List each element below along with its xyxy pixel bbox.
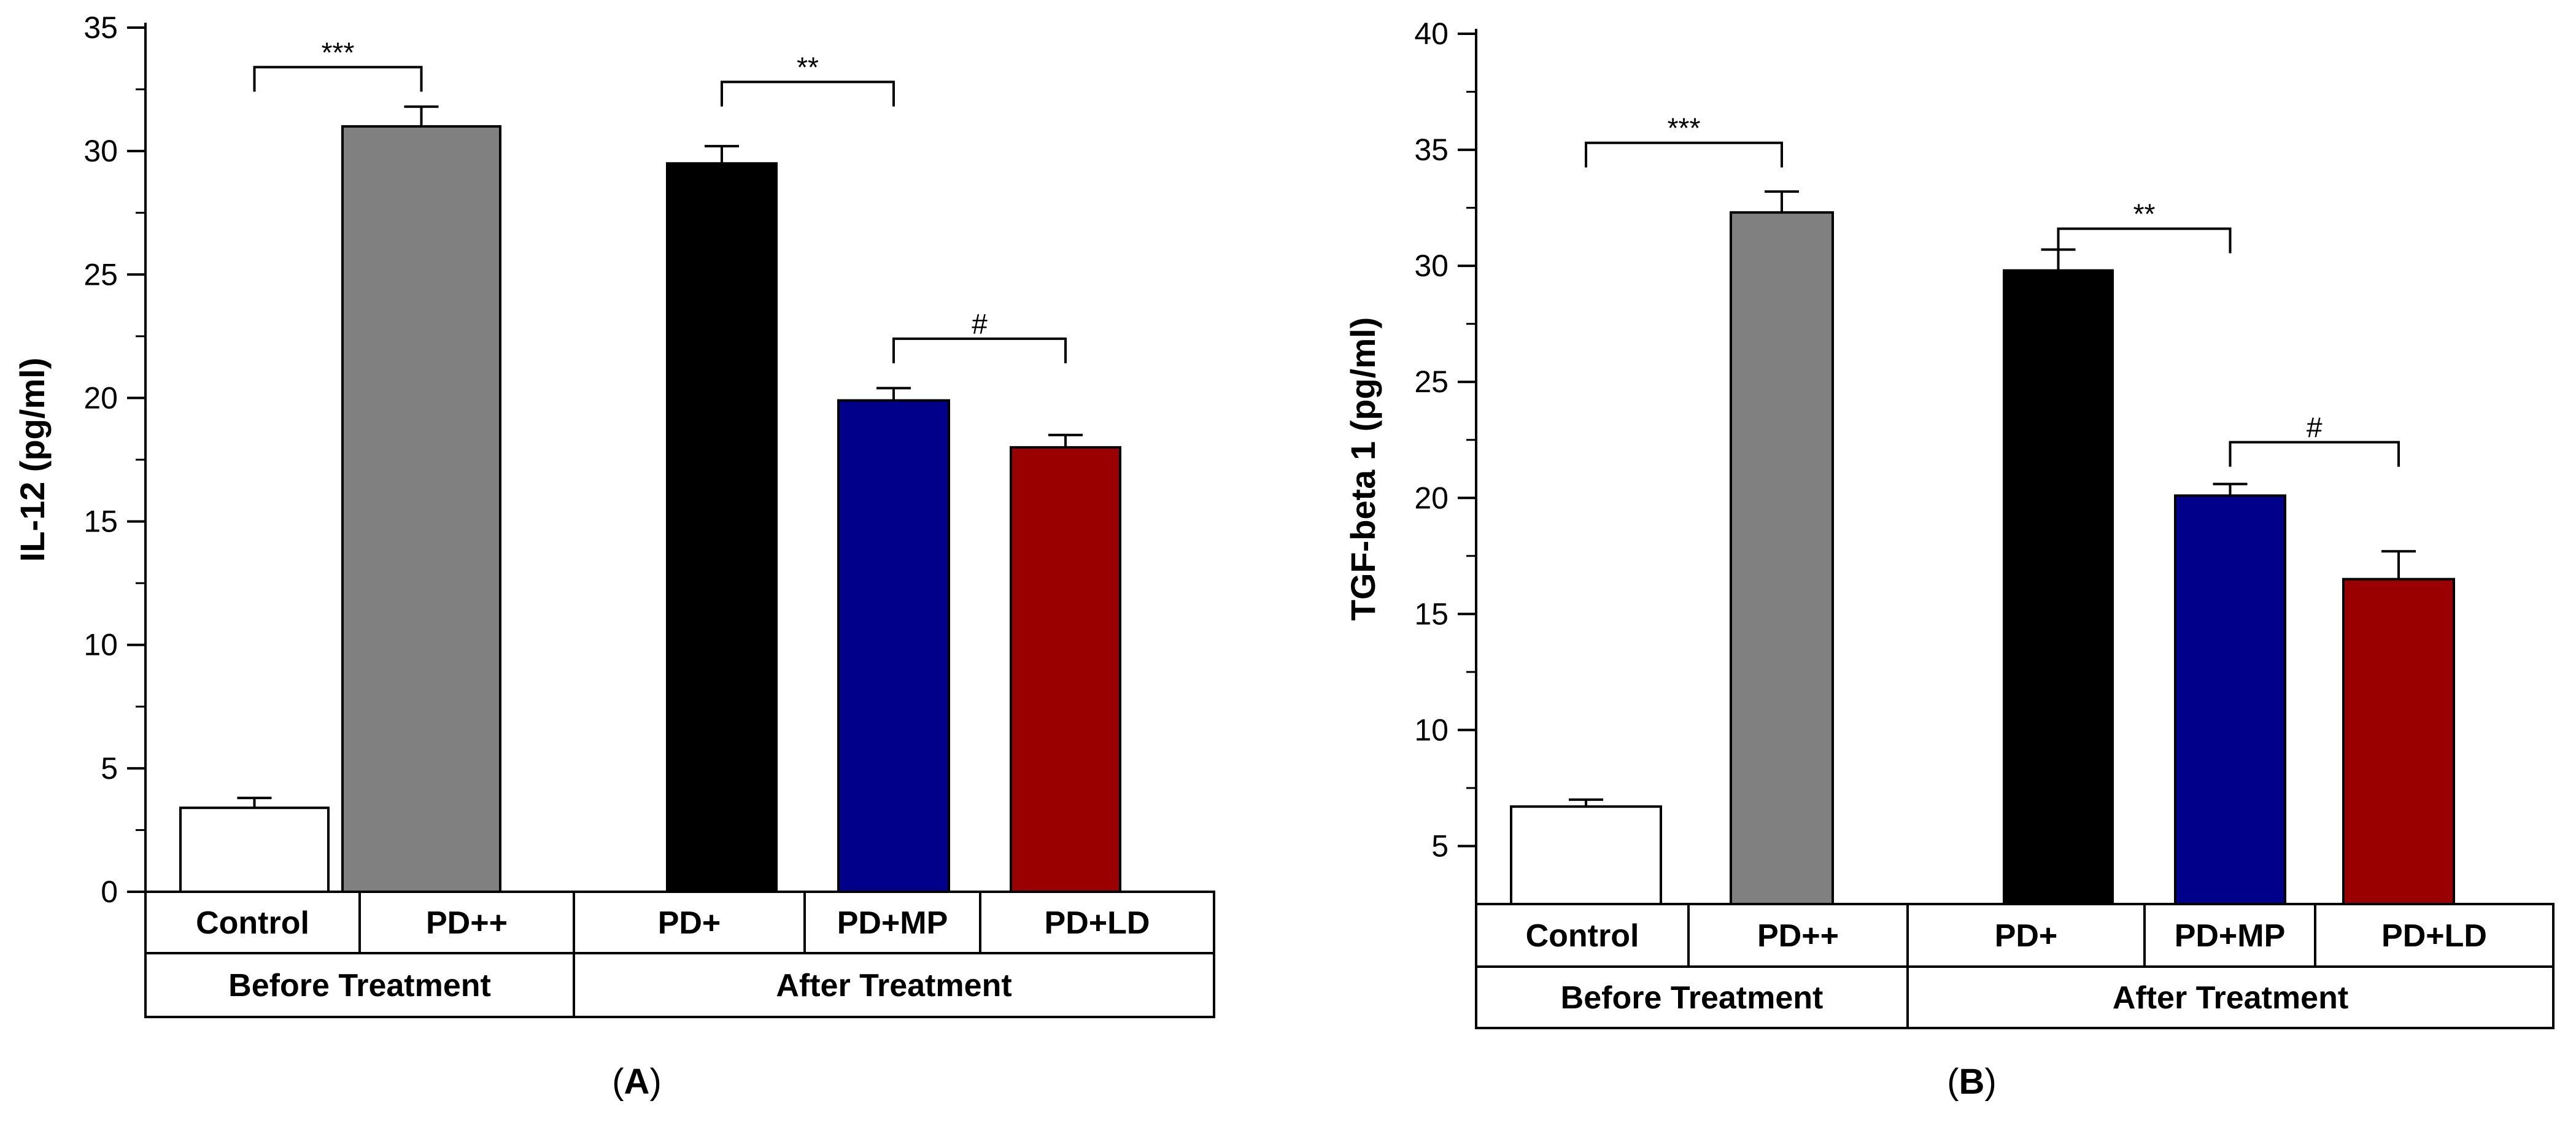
category-label: PD+ (1995, 918, 2058, 954)
bar-pdplusplus (341, 125, 501, 893)
bar-pdplusld (2342, 578, 2455, 905)
category-label: PD++ (1757, 918, 1839, 954)
bar-pdplusmp (2174, 494, 2286, 905)
significance-bracket (2229, 441, 2400, 467)
y-tick-label: 40 (1414, 17, 1449, 51)
significance-label: *** (1668, 112, 1701, 144)
y-tick-label: 0 (101, 875, 118, 909)
panel-label-letter: B (1959, 1062, 1985, 1102)
y-tick-label: 10 (83, 628, 118, 662)
y-tick-label: 25 (1414, 365, 1449, 399)
y-tick-label: 15 (1414, 597, 1449, 631)
y-tick-label: 35 (1414, 133, 1449, 167)
category-label: PD+ (658, 905, 721, 941)
y-tick-label: 30 (83, 134, 118, 168)
bar-control (179, 806, 330, 894)
bar-pdplusld (1010, 446, 1121, 893)
y-tick-label: 35 (83, 10, 118, 45)
panel-label: (A) (612, 1062, 662, 1102)
significance-bracket (892, 337, 1067, 363)
y-tick-label: 15 (83, 505, 118, 539)
bar-pdplusmp (837, 399, 950, 893)
y-tick-label: 20 (83, 381, 118, 415)
category-label: PD+LD (1045, 905, 1150, 941)
bar-control (1510, 805, 1662, 905)
significance-bracket (721, 80, 895, 107)
y-tick-label: 20 (1414, 481, 1449, 515)
group-label: Before Treatment (228, 968, 491, 1003)
panel-label: (B) (1947, 1062, 1997, 1102)
significance-bracket (1585, 141, 1783, 168)
y-tick-label: 5 (1431, 829, 1449, 863)
panel-label-close-paren: ) (1984, 1062, 1996, 1102)
group-label: After Treatment (776, 968, 1011, 1003)
category-label: PD+LD (2381, 918, 2487, 954)
y-axis-title: IL-12 (pg/ml) (13, 358, 52, 562)
y-tick-label: 10 (1414, 713, 1449, 747)
significance-label: # (2307, 412, 2323, 444)
bar-pdplus (2003, 269, 2114, 905)
significance-label: ** (797, 52, 819, 83)
significance-bracket (2057, 227, 2232, 253)
y-tick-label: 5 (101, 751, 118, 786)
y-tick-label: 30 (1414, 249, 1449, 283)
category-label: PD+MP (2175, 918, 2286, 954)
panel-label-letter: A (624, 1062, 650, 1102)
group-label: Before Treatment (1561, 980, 1824, 1016)
group-label: After Treatment (2113, 980, 2348, 1016)
category-label: Control (1526, 918, 1639, 954)
panel-label-open-paren: ( (1947, 1062, 1959, 1102)
significance-label: # (972, 308, 988, 340)
panel-label-close-paren: ) (649, 1062, 661, 1102)
bar-pdplusplus (1730, 211, 1834, 905)
y-tick-label: 25 (83, 257, 118, 292)
category-label: Control (196, 905, 309, 941)
bar-pdplus (666, 162, 778, 893)
y-axis-title: TGF-beta 1 (pg/ml) (1344, 317, 1382, 621)
category-label: PD+MP (837, 905, 948, 941)
significance-label: ** (2133, 198, 2156, 230)
category-label: PD++ (426, 905, 508, 941)
significance-bracket (253, 66, 423, 92)
significance-label: *** (322, 36, 355, 68)
panel-label-open-paren: ( (612, 1062, 624, 1102)
